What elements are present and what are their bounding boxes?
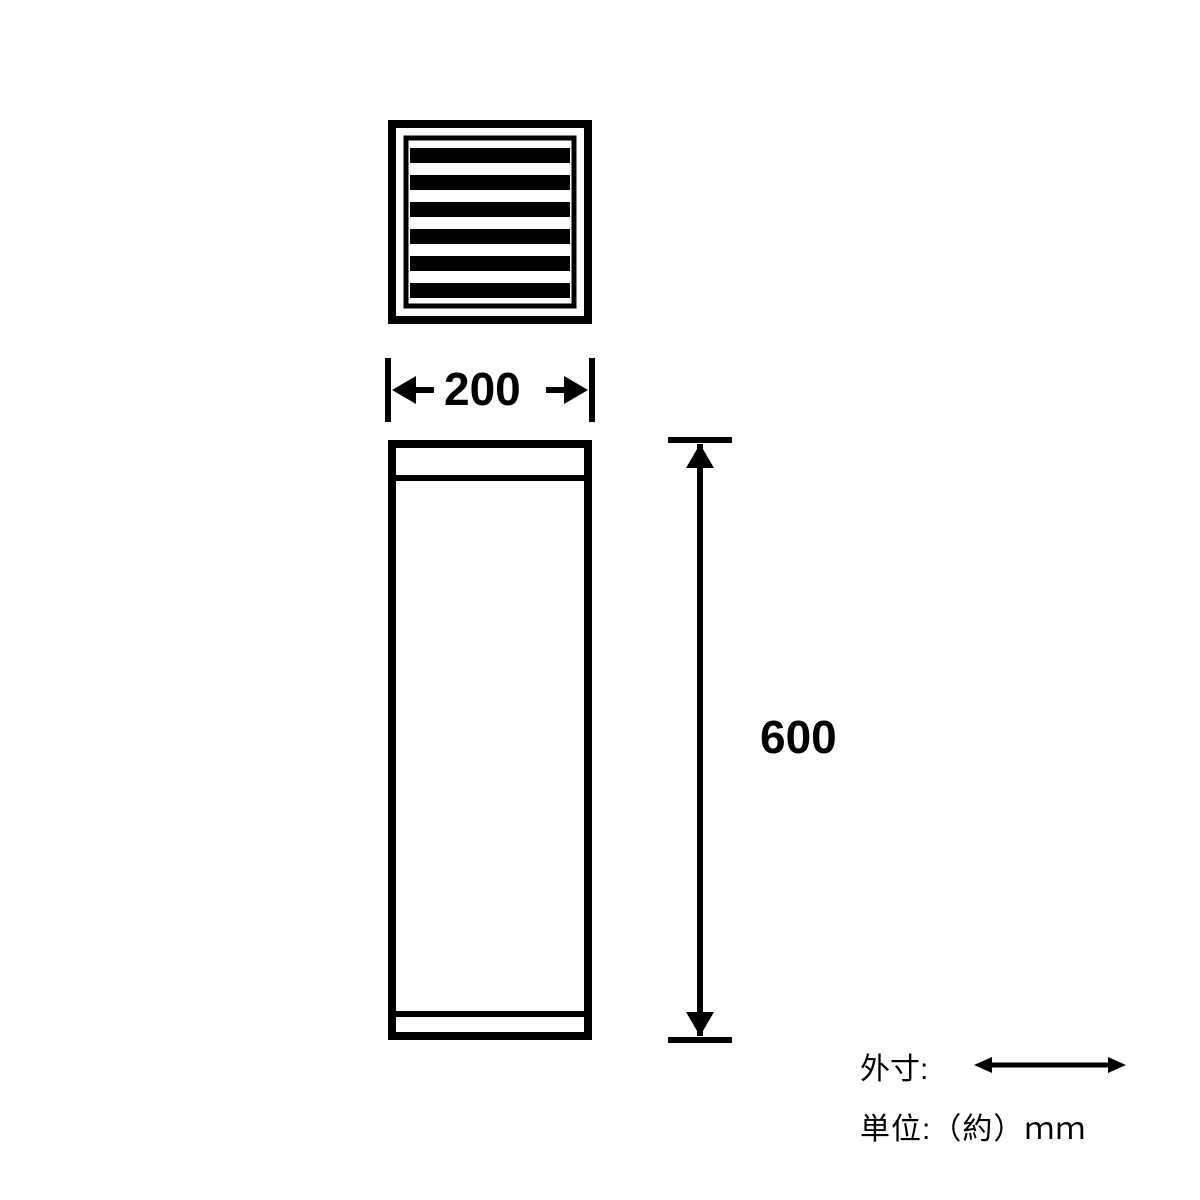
height-dimension-value: 600 (760, 710, 837, 764)
height-dimension (660, 432, 750, 1048)
dimension-diagram: 200 600 外寸: 単位:（約）ｍｍ (0, 0, 1200, 1200)
legend-outer-label: 外寸: (860, 1044, 928, 1088)
front-view (388, 440, 592, 1040)
width-dimension-value: 200 (444, 362, 521, 416)
legend-unit-label: 単位:（約）ｍｍ (860, 1104, 1086, 1148)
top-view (388, 120, 592, 324)
legend-arrow-icon (970, 1050, 1130, 1080)
